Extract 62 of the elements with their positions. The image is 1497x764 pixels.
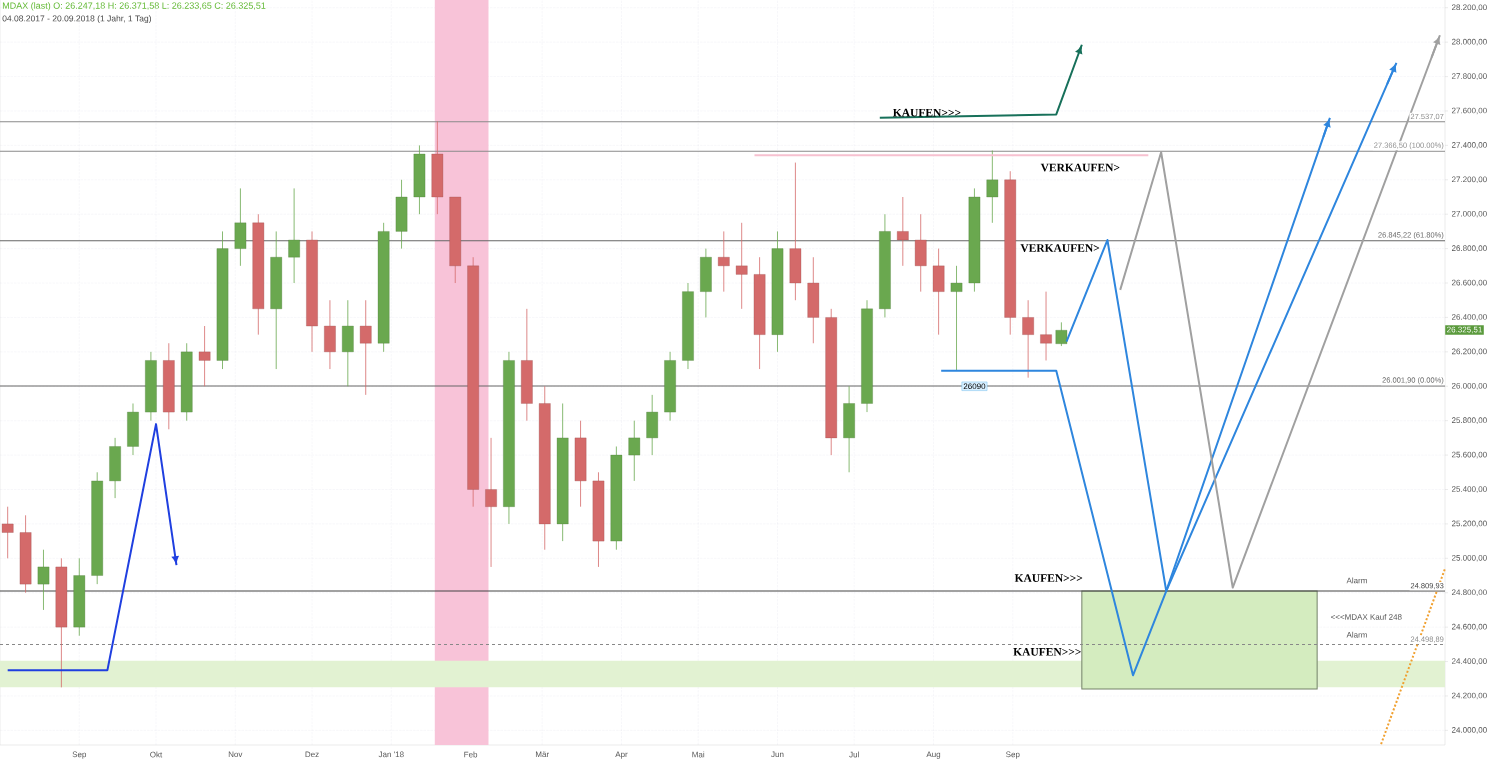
y-tick-label: 28.000,00 [1451,38,1487,46]
x-tick-label: Feb [464,751,478,758]
annotation: KAUFEN>>> [1013,648,1081,656]
text: 26.325,51 [1447,326,1482,334]
x-tick-label: Jun [771,751,784,758]
y-tick-label: 27.400,00 [1451,142,1487,149]
y-tick-label: 25.600,00 [1451,451,1487,459]
y-tick-label: 27.800,00 [1451,73,1487,80]
candlestick [1022,299,1034,379]
y-tick-label: 24.200,00 [1451,692,1487,700]
x-tick-label: Sep [1006,751,1020,759]
y-tick-label: 25.200,00 [1451,520,1487,528]
annotation: KAUFEN>>> [892,108,961,117]
annotation: KAUFEN>>> [1014,574,1083,582]
y-tick-label: 24.000,00 [1451,727,1487,734]
x-tick-label: Mai [692,751,705,758]
candlestick [718,231,730,293]
x-tick-label: Dez [305,751,319,758]
candlestick [1040,291,1052,361]
annotation: Alarm [1346,631,1367,638]
candlestick [897,196,909,267]
y-tick-label: 25.000,00 [1451,555,1487,562]
x-tick-label: Jan '18 [378,751,404,758]
y-tick-label: 27.200,00 [1451,176,1487,184]
x-tick-label: Aug [926,751,941,759]
text: 04.08.2017 - 20.09.2018 (1 Jahr, 1 Tag) [2,15,151,24]
x-tick-label: Mär [535,751,549,758]
candlestick [950,265,963,372]
annotation: VERKAUFEN> [1020,244,1100,252]
y-tick-label: 26.400,00 [1451,314,1487,321]
candlestick [485,437,497,568]
y-tick-label: 25.400,00 [1451,486,1487,493]
x-tick-label: Nov [228,751,243,758]
y-tick-label: 27.600,00 [1451,107,1487,115]
y-tick-label: 26.200,00 [1451,348,1487,356]
candlestick [1055,321,1068,347]
y-tick-label: 26.800,00 [1451,245,1487,252]
chart-title: MDAX (last) O: 26.247,18 H: 26.371,58 L: 26.233,65 C: 26.325,51 [2,2,266,11]
candlestick [628,420,641,482]
annotation: Alarm [1346,577,1367,584]
candlestick [198,325,211,387]
candlestick [1,506,14,559]
x-tick-label: Sep [72,751,87,759]
y-tick-label: 27.000,00 [1451,210,1487,218]
annotation: 26090 [963,383,986,390]
y-tick-label: 24.600,00 [1451,623,1487,631]
y-tick-label: 26.000,00 [1451,382,1487,390]
candlestick [986,150,999,224]
y-tick-label: 28.200,00 [1451,4,1487,12]
y-tick-label: 25.800,00 [1451,417,1487,424]
candlestick [288,188,300,284]
y-tick-label: 24.400,00 [1451,658,1487,665]
x-tick-label: Jul [849,751,859,758]
y-tick-label: 24.800,00 [1451,589,1487,597]
candlestick [735,222,748,310]
candlestick [37,549,50,611]
x-tick-label: Okt [150,751,163,758]
x-tick-label: Apr [615,751,628,759]
annotation: <<<MDAX Kauf 248 [1331,613,1402,620]
annotation: VERKAUFEN> [1040,163,1120,172]
candlestick [359,299,372,396]
y-tick-label: 26.600,00 [1451,279,1487,287]
